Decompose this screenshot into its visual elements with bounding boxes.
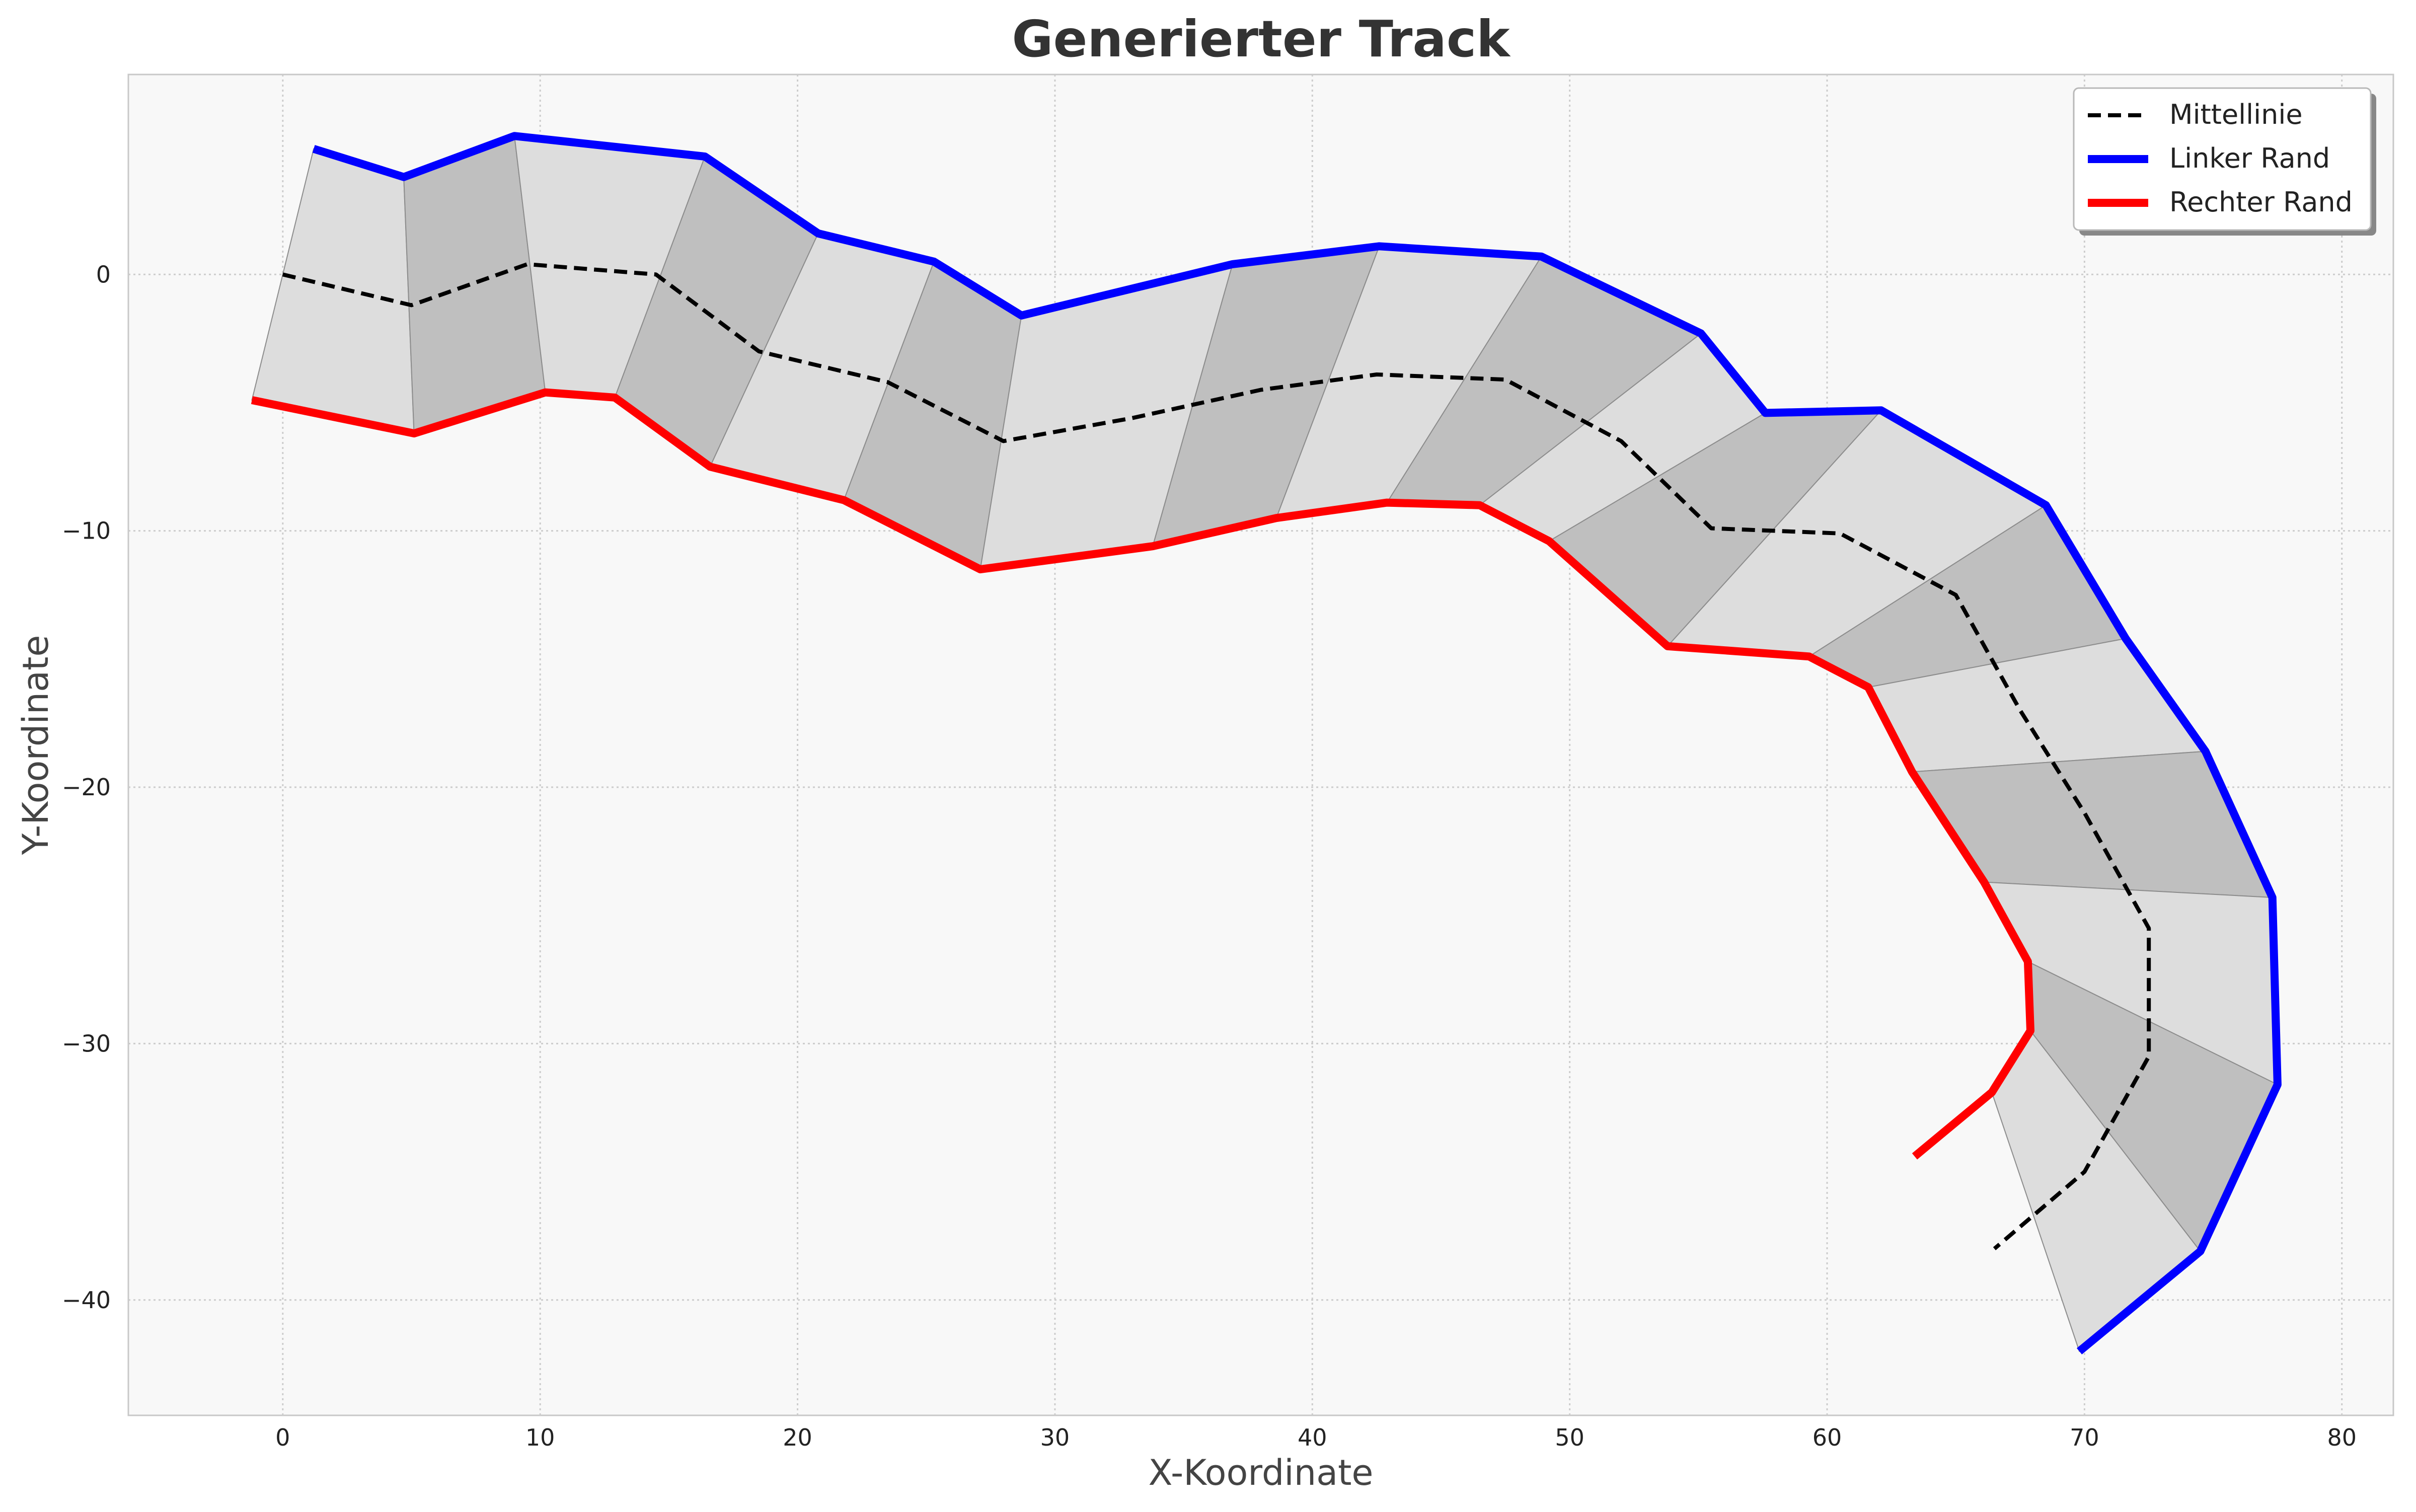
legend-label-rechter-rand: Rechter Rand	[2169, 186, 2353, 218]
y-axis-label: Y-Koordinate	[15, 635, 56, 856]
tick-labels: 0 10 20 30 40 50 60 70 80 0 −10 −20 −30 −40	[62, 261, 2357, 1451]
series-line-linker-rand	[312, 132, 2282, 1354]
x-axis-label: X-Koordinate	[1148, 1452, 1373, 1493]
x-tick-label: 50	[1555, 1424, 1584, 1451]
x-tick-label: 30	[1040, 1424, 1070, 1451]
series-line-mittellinie	[282, 262, 2151, 1250]
y-tick-label: −10	[62, 517, 111, 545]
series-line-rechter-rand	[251, 388, 2034, 1160]
y-tick-label: −40	[62, 1287, 111, 1314]
x-tick-label: 10	[525, 1424, 555, 1451]
y-tick-label: 0	[96, 261, 111, 288]
legend-label-linker-rand: Linker Rand	[2169, 142, 2330, 174]
legend-box	[2073, 87, 2372, 231]
x-tick-label: 0	[275, 1424, 290, 1451]
y-tick-label: −20	[62, 774, 111, 801]
x-tick-label: 80	[2327, 1424, 2357, 1451]
series-lines	[251, 132, 2282, 1354]
legend-label-mittellinie: Mittellinie	[2169, 99, 2303, 130]
x-tick-label: 40	[1298, 1424, 1327, 1451]
legend: Mittellinie Linker Rand Rechter Rand	[2073, 87, 2376, 236]
y-tick-label: −30	[62, 1030, 111, 1057]
x-tick-label: 70	[2070, 1424, 2099, 1451]
x-tick-label: 20	[783, 1424, 812, 1451]
x-tick-label: 60	[1813, 1424, 1842, 1451]
track-segments	[251, 135, 2279, 1352]
chart-title: Generierter Track	[1012, 10, 1511, 68]
